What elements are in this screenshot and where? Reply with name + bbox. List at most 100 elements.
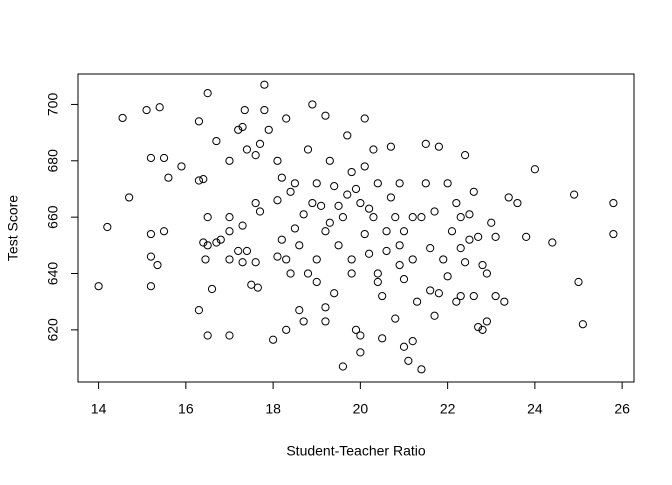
- point: [334, 201, 343, 210]
- point: [295, 241, 304, 250]
- point: [421, 139, 430, 148]
- point: [203, 331, 212, 340]
- point: [242, 145, 252, 154]
- point: [378, 334, 387, 343]
- point: [570, 190, 579, 199]
- point: [548, 238, 557, 247]
- point: [286, 187, 295, 196]
- point: [347, 269, 356, 278]
- point: [282, 325, 291, 334]
- point: [465, 210, 474, 219]
- point: [356, 198, 365, 208]
- point: [452, 198, 461, 208]
- point: [312, 277, 321, 287]
- point: [609, 229, 618, 239]
- point: [216, 235, 225, 244]
- point: [103, 222, 112, 232]
- point: [399, 227, 409, 236]
- x-tick-label: 18: [265, 401, 281, 417]
- point: [146, 282, 156, 291]
- point: [290, 179, 300, 188]
- point: [277, 235, 286, 244]
- point: [238, 258, 247, 267]
- point: [439, 255, 448, 264]
- point: [469, 291, 478, 301]
- x-axis-label: Student-Teacher Ratio: [286, 443, 426, 459]
- point: [378, 291, 387, 301]
- point: [399, 275, 409, 284]
- point: [321, 111, 330, 120]
- point: [364, 204, 374, 213]
- point: [426, 244, 435, 253]
- point: [373, 269, 382, 278]
- point: [207, 284, 217, 294]
- point: [225, 156, 234, 165]
- point: [399, 342, 409, 351]
- point: [395, 241, 404, 250]
- point: [286, 269, 295, 278]
- y-tick-label: 620: [45, 318, 61, 342]
- point: [369, 213, 378, 222]
- point: [386, 193, 396, 202]
- y-tick-label: 680: [45, 149, 61, 173]
- point: [386, 142, 396, 151]
- point: [430, 207, 439, 216]
- point: [312, 255, 321, 264]
- x-tick-label: 20: [353, 401, 369, 417]
- point: [155, 103, 164, 112]
- point: [238, 122, 247, 132]
- point: [408, 337, 417, 346]
- point: [242, 246, 252, 256]
- point: [303, 269, 313, 278]
- x-tick-label: 24: [527, 401, 543, 417]
- point: [251, 151, 260, 160]
- point: [308, 100, 317, 109]
- point: [382, 246, 391, 256]
- point: [456, 291, 465, 301]
- point: [234, 246, 243, 256]
- point: [240, 105, 249, 115]
- point: [482, 317, 491, 326]
- point: [456, 213, 465, 222]
- point: [321, 303, 330, 312]
- point: [443, 179, 452, 188]
- point: [273, 252, 282, 261]
- point: [456, 244, 465, 253]
- point: [351, 325, 361, 334]
- point: [159, 227, 169, 236]
- point: [369, 145, 378, 154]
- point: [308, 198, 317, 208]
- point: [460, 258, 470, 267]
- point: [146, 252, 156, 261]
- point: [142, 105, 151, 115]
- point: [153, 260, 162, 270]
- point: [251, 198, 260, 208]
- y-tick-label: 660: [45, 205, 61, 229]
- point: [194, 176, 204, 185]
- point: [94, 282, 103, 291]
- point: [199, 238, 208, 247]
- point: [273, 196, 282, 205]
- point: [260, 80, 269, 89]
- point: [434, 289, 443, 298]
- point: [330, 182, 339, 191]
- point: [225, 331, 234, 340]
- point: [316, 201, 326, 210]
- point: [290, 224, 300, 233]
- plot-box: [77, 73, 635, 383]
- point: [487, 218, 496, 227]
- x-tick-label: 14: [91, 401, 107, 417]
- point: [295, 306, 304, 315]
- point: [460, 151, 470, 160]
- point: [469, 187, 478, 196]
- point: [347, 167, 356, 177]
- point: [404, 356, 413, 365]
- point: [338, 362, 348, 371]
- point: [478, 260, 487, 270]
- point: [578, 320, 587, 329]
- point: [199, 175, 208, 184]
- point: [282, 255, 291, 264]
- point: [225, 227, 234, 236]
- point: [321, 227, 330, 236]
- point: [395, 179, 404, 188]
